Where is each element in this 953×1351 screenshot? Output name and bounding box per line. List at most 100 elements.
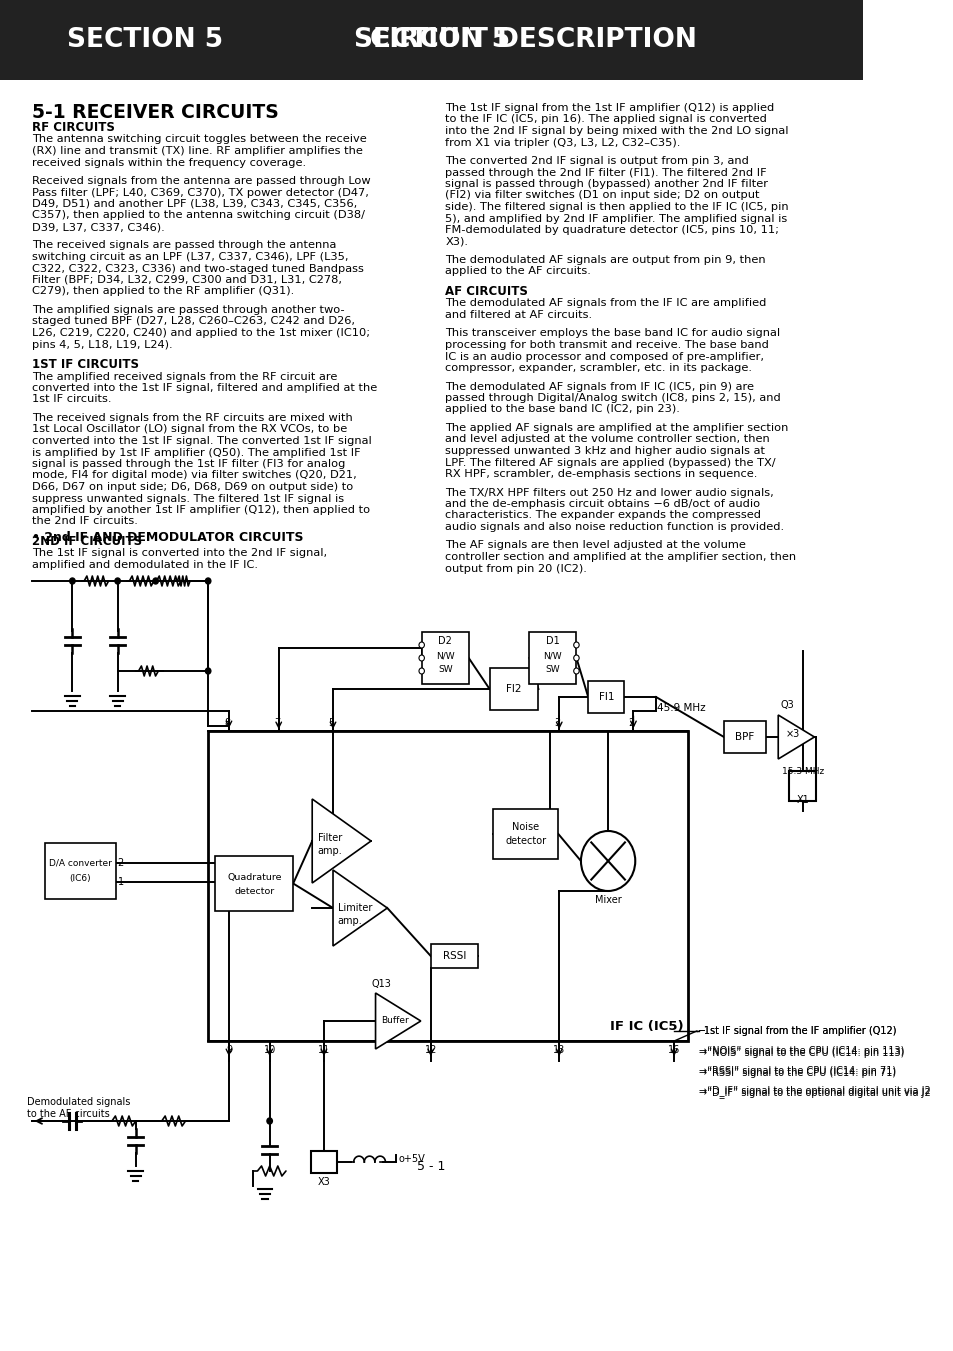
Text: (RX) line and transmit (TX) line. RF amplifier amplifies the: (RX) line and transmit (TX) line. RF amp… (31, 146, 362, 155)
Polygon shape (333, 870, 387, 946)
Text: Mixer: Mixer (594, 894, 620, 905)
Text: 2: 2 (117, 858, 124, 867)
Text: The amplified signals are passed through another two-: The amplified signals are passed through… (31, 305, 344, 315)
Text: mode, FI4 for digital mode) via filter switches (Q20, D21,: mode, FI4 for digital mode) via filter s… (31, 470, 356, 481)
Text: 5-1 RECEIVER CIRCUITS: 5-1 RECEIVER CIRCUITS (31, 103, 278, 122)
Text: BPF: BPF (735, 732, 754, 742)
Polygon shape (375, 993, 420, 1048)
Text: to the IF IC (IC5, pin 16). The applied signal is converted: to the IF IC (IC5, pin 16). The applied … (445, 115, 766, 124)
Text: RX HPF, scrambler, de-emphasis sections in sequence.: RX HPF, scrambler, de-emphasis sections … (445, 469, 757, 480)
Text: controller section and amplified at the amplifier section, then: controller section and amplified at the … (445, 553, 796, 562)
Bar (421, 632, 468, 684)
Text: →“D_IF” signal to the optional digital unit via J2: →“D_IF” signal to the optional digital u… (698, 1088, 929, 1098)
Polygon shape (312, 798, 371, 884)
Text: Quadrature: Quadrature (227, 873, 281, 882)
Text: Filter: Filter (317, 834, 341, 843)
Text: amplified by another 1st IF amplifier (Q12), then applied to: amplified by another 1st IF amplifier (Q… (31, 505, 370, 515)
Text: C322, C322, C323, C336) and two-staged tuned Bandpass: C322, C322, C323, C336) and two-staged t… (31, 263, 363, 273)
Text: N/W: N/W (543, 651, 561, 661)
Text: L26, C219, C220, C240) and applied to the 1st mixer (IC10;: L26, C219, C220, C240) and applied to th… (31, 328, 370, 338)
Text: passed through the 2nd IF filter (FI1). The filtered 2nd IF: passed through the 2nd IF filter (FI1). … (445, 168, 766, 177)
Bar (723, 721, 764, 753)
Bar (788, 771, 816, 801)
Text: audio signals and also noise reduction function is provided.: audio signals and also noise reduction f… (445, 521, 783, 532)
Text: This transceiver employs the base band IC for audio signal: This transceiver employs the base band I… (445, 328, 780, 339)
Text: 9: 9 (226, 1046, 232, 1055)
Text: Buffer: Buffer (380, 1016, 408, 1025)
Text: staged tuned BPF (D27, L28, C260–C263, C242 and D26,: staged tuned BPF (D27, L28, C260–C263, C… (31, 316, 355, 327)
Bar (493, 809, 558, 859)
Text: RSSI: RSSI (442, 951, 465, 961)
Bar (45, 843, 115, 898)
Circle shape (573, 655, 578, 661)
Text: side). The filtered signal is then applied to the IF IC (IC5, pin: side). The filtered signal is then appli… (445, 203, 788, 212)
Text: 8: 8 (224, 717, 230, 728)
Text: Pass filter (LPF; L40, C369, C370), TX power detector (D47,: Pass filter (LPF; L40, C369, C370), TX p… (31, 188, 368, 197)
Text: applied to the base band IC (IC2, pin 23).: applied to the base band IC (IC2, pin 23… (445, 404, 679, 415)
Text: ×3: ×3 (784, 730, 799, 739)
Text: The TX/RX HPF filters out 250 Hz and lower audio signals,: The TX/RX HPF filters out 250 Hz and low… (445, 488, 773, 497)
Text: D49, D51) and another LPF (L38, L39, C343, C345, C356,: D49, D51) and another LPF (L38, L39, C34… (31, 199, 356, 209)
Circle shape (267, 1119, 273, 1124)
Text: 2: 2 (628, 717, 634, 728)
Text: SECTION 5: SECTION 5 (354, 27, 509, 53)
Text: converted into the 1st IF signal. The converted 1st IF signal: converted into the 1st IF signal. The co… (31, 436, 371, 446)
Text: FI2: FI2 (506, 684, 521, 694)
Text: IC is an audio processor and composed of pre-amplifier,: IC is an audio processor and composed of… (445, 351, 763, 362)
Text: Demodulated signals: Demodulated signals (27, 1097, 131, 1106)
Text: The demodulated AF signals are output from pin 9, then: The demodulated AF signals are output fr… (445, 255, 765, 265)
Text: SW: SW (545, 666, 559, 674)
Text: ─1st IF signal from the IF amplifier (Q12): ─1st IF signal from the IF amplifier (Q1… (698, 1025, 896, 1036)
Text: Limiter: Limiter (337, 902, 372, 913)
Text: 11: 11 (317, 1046, 330, 1055)
Text: LPF. The filtered AF signals are applied (bypassed) the TX/: LPF. The filtered AF signals are applied… (445, 458, 775, 467)
Text: characteristics. The expander expands the compressed: characteristics. The expander expands th… (445, 511, 760, 520)
Text: processing for both transmit and receive. The base band: processing for both transmit and receive… (445, 340, 768, 350)
Text: The demodulated AF signals from the IF IC are amplified: The demodulated AF signals from the IF I… (445, 299, 766, 308)
Circle shape (580, 831, 635, 892)
Text: →“NOIS” signal to the CPU (IC14: pin 113): →“NOIS” signal to the CPU (IC14: pin 113… (698, 1048, 903, 1058)
Text: C279), then applied to the RF amplifier (Q31).: C279), then applied to the RF amplifier … (31, 286, 294, 296)
Bar (0, 0, 862, 80)
Text: FI1: FI1 (598, 692, 614, 703)
Text: switching circuit as an LPF (L37, C337, C346), LPF (L35,: switching circuit as an LPF (L37, C337, … (31, 253, 348, 262)
Text: Noise: Noise (512, 821, 538, 832)
Text: applied to the AF circuits.: applied to the AF circuits. (445, 266, 591, 277)
Text: D/A converter: D/A converter (49, 858, 112, 867)
Text: converted into the 1st IF signal, filtered and amplified at the: converted into the 1st IF signal, filter… (31, 382, 376, 393)
Text: D2: D2 (437, 636, 452, 646)
Circle shape (70, 578, 75, 584)
Text: (IC6): (IC6) (70, 874, 91, 884)
Text: detector: detector (233, 888, 274, 896)
Text: output from pin 20 (IC2).: output from pin 20 (IC2). (445, 563, 586, 574)
Text: The 1st IF signal from the 1st IF amplifier (Q12) is applied: The 1st IF signal from the 1st IF amplif… (445, 103, 774, 113)
Text: detector: detector (505, 836, 546, 846)
Bar (588, 681, 624, 713)
Text: The converted 2nd IF signal is output from pin 3, and: The converted 2nd IF signal is output fr… (445, 155, 748, 166)
Text: D39, L37, C337, C346).: D39, L37, C337, C346). (31, 222, 164, 232)
Text: 3: 3 (554, 717, 560, 728)
Bar (489, 667, 537, 711)
Text: The AF signals are then level adjusted at the volume: The AF signals are then level adjusted a… (445, 540, 745, 550)
Text: 1st IF circuits.: 1st IF circuits. (31, 394, 112, 404)
Bar (215, 857, 293, 911)
Text: 13: 13 (553, 1046, 565, 1055)
Text: 5), and amplified by 2nd IF amplifier. The amplified signal is: 5), and amplified by 2nd IF amplifier. T… (445, 213, 786, 223)
Text: ─1st IF signal from the IF amplifier (Q12): ─1st IF signal from the IF amplifier (Q1… (698, 1025, 896, 1036)
Circle shape (114, 578, 120, 584)
Polygon shape (778, 715, 814, 759)
Text: X3).: X3). (445, 236, 468, 246)
Bar (208, 731, 687, 1042)
Text: C357), then applied to the antenna switching circuit (D38/: C357), then applied to the antenna switc… (31, 211, 364, 220)
Text: X3: X3 (317, 1177, 330, 1188)
Text: 10: 10 (263, 1046, 275, 1055)
Text: received signals within the frequency coverage.: received signals within the frequency co… (31, 158, 306, 168)
Text: 5: 5 (328, 717, 334, 728)
Text: 1: 1 (117, 877, 124, 888)
Text: suppressed unwanted 3 kHz and higher audio signals at: suppressed unwanted 3 kHz and higher aud… (445, 446, 764, 457)
Text: →“NOIS” signal to the CPU (IC14: pin 113): →“NOIS” signal to the CPU (IC14: pin 113… (698, 1046, 903, 1056)
Text: The amplified received signals from the RF circuit are: The amplified received signals from the … (31, 372, 336, 381)
Text: IF IC (IC5): IF IC (IC5) (609, 1020, 682, 1034)
Text: amp.: amp. (337, 916, 362, 925)
Text: suppress unwanted signals. The filtered 1st IF signal is: suppress unwanted signals. The filtered … (31, 493, 343, 504)
